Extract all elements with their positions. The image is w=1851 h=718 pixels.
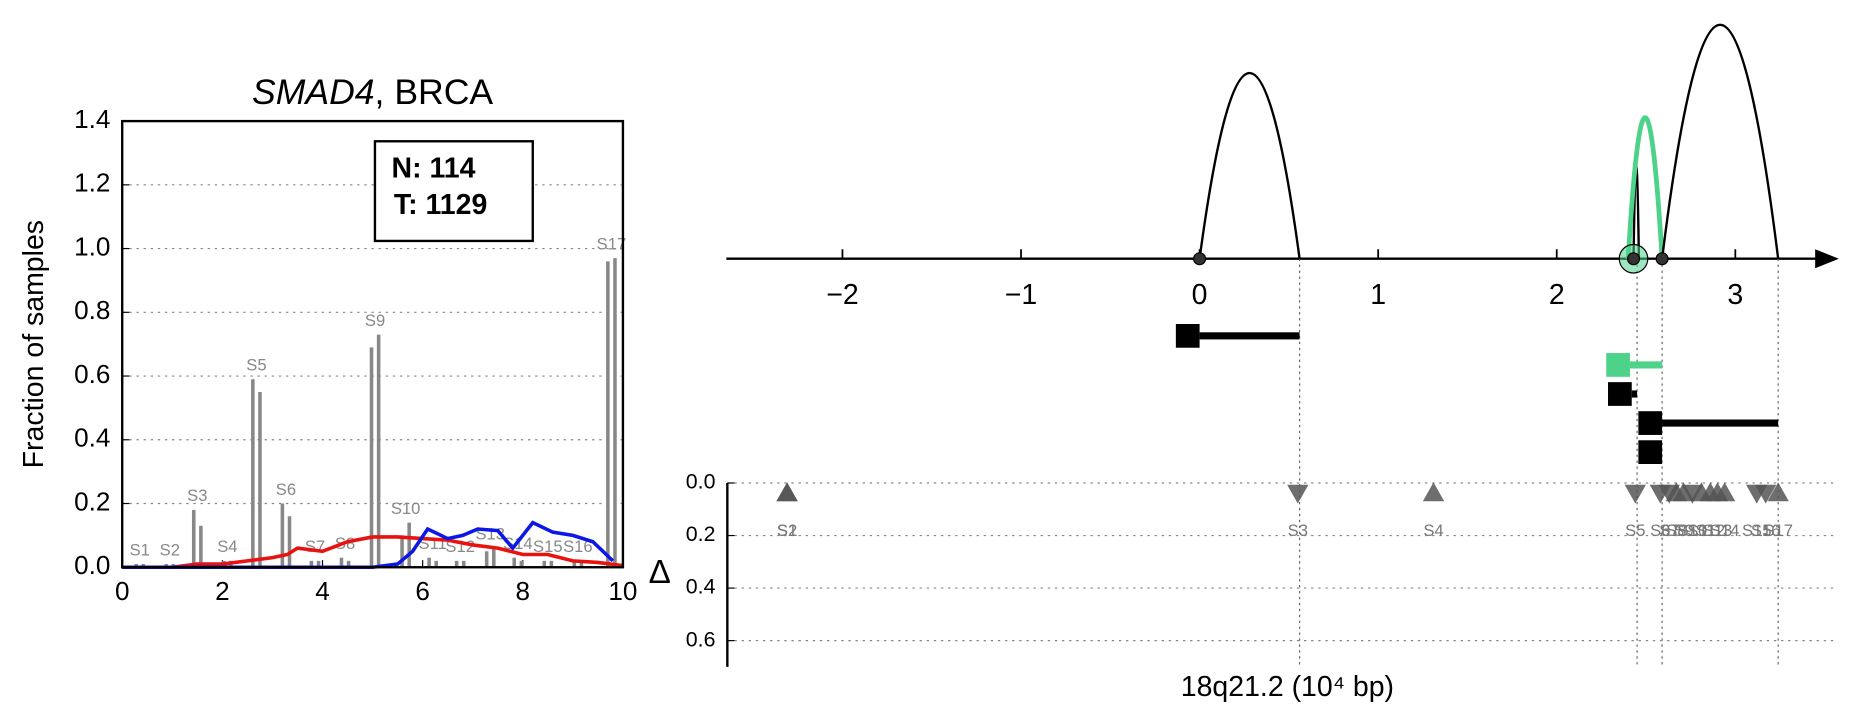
site-label: S7	[1659, 521, 1679, 540]
title-part: , BRCA	[375, 72, 494, 112]
x-tick-label: 0	[1192, 279, 1208, 311]
point	[1626, 252, 1641, 266]
site-triangle	[1767, 482, 1789, 502]
site-label: S13	[1703, 521, 1733, 540]
site-label: S4	[217, 537, 237, 556]
site-label: S14	[1710, 521, 1740, 540]
site-label: S16	[1751, 521, 1781, 540]
segment-square	[1608, 382, 1632, 406]
x-tick-label: 8	[516, 576, 531, 606]
segment-square	[1638, 440, 1663, 465]
site-label: S15	[533, 537, 563, 556]
site-label: S6	[1650, 521, 1670, 540]
x-tick-label: −2	[826, 279, 858, 311]
y-tick-label: 0.4	[686, 575, 716, 599]
x-tick-label: 6	[415, 576, 430, 606]
y-tick-label: 0.6	[74, 359, 110, 389]
arc	[1660, 23, 1780, 259]
line-series	[122, 520, 615, 570]
y-axis-label: Δ	[649, 554, 671, 591]
x-axis-label: 18q21.2 (10⁴ bp)	[1181, 671, 1394, 703]
site-label: S9	[365, 311, 385, 330]
site-label: S17	[597, 234, 627, 253]
x-tick-label: 3	[1727, 279, 1743, 311]
plot-frame	[121, 119, 625, 569]
site-triangle	[1422, 482, 1445, 502]
segment-bar	[1629, 361, 1663, 369]
site-label: S8	[1666, 521, 1686, 540]
site-label: S9	[1673, 521, 1693, 540]
site-triangle	[1754, 484, 1777, 504]
site-label: S5	[246, 356, 266, 375]
segment-bar	[1631, 390, 1638, 398]
y-tick-label: 0.2	[686, 522, 716, 546]
site-label: S10	[1678, 521, 1708, 540]
point	[1655, 252, 1669, 266]
arc	[1625, 115, 1665, 259]
x-tick-label: 2	[215, 576, 230, 606]
site-label: S10	[391, 499, 421, 518]
y-tick-label: 1.4	[74, 104, 110, 134]
x-tick-label: 4	[315, 576, 330, 606]
site-label: S17	[1763, 521, 1793, 540]
arc	[1198, 71, 1301, 259]
axis-arrow	[1815, 249, 1839, 269]
site-label: S2	[777, 521, 797, 540]
site-label: S12	[1696, 521, 1726, 540]
y-tick-label: 0.4	[74, 423, 110, 453]
segment-square	[1175, 323, 1200, 348]
line-series	[122, 535, 624, 570]
site-label: S1	[777, 521, 797, 540]
site-label: S2	[160, 540, 180, 559]
y-tick-label: 0.2	[74, 486, 110, 516]
site-triangle	[1287, 484, 1309, 504]
site-label: S11	[1687, 521, 1715, 540]
site-label: S6	[276, 480, 296, 499]
x-tick-label: −1	[1005, 279, 1037, 311]
point	[1193, 252, 1207, 266]
y-axis-label: Fraction of samples	[18, 220, 50, 468]
site-label: S4	[1423, 521, 1443, 540]
site-triangle	[1624, 484, 1646, 504]
site-label: S5	[1625, 521, 1645, 540]
annotation-box	[373, 140, 534, 243]
x-tick-label: 0	[115, 576, 130, 606]
segment-bar	[1662, 419, 1779, 427]
site-label: S16	[563, 537, 593, 556]
site-label: S7	[305, 537, 325, 556]
site-label: S3	[1288, 521, 1308, 540]
chart-title: SMAD4, BRCA	[252, 72, 493, 112]
site-triangle	[776, 482, 798, 502]
y-tick-label: 1.0	[74, 231, 110, 261]
y-tick-label: 0.0	[686, 470, 716, 494]
y-tick-label: 0.0	[74, 550, 110, 580]
x-tick-label: 1	[1370, 279, 1386, 311]
site-label: S3	[187, 486, 207, 505]
y-tick-label: 0.6	[686, 627, 716, 651]
x-tick-label: 2	[1549, 279, 1565, 311]
annotation-text: T: 1129	[394, 189, 487, 221]
y-tick-label: 0.8	[74, 295, 110, 325]
segment-square	[1606, 353, 1630, 377]
segment-square	[1638, 411, 1663, 435]
title-part: SMAD4	[252, 72, 375, 112]
site-triangle	[1713, 482, 1736, 502]
x-tick-label: 10	[608, 576, 637, 606]
y-tick-label: 1.2	[74, 168, 110, 198]
site-label: S15	[1742, 521, 1772, 540]
annotation-text: N: 114	[392, 152, 476, 184]
site-label: S1	[130, 540, 150, 559]
segment-bar	[1199, 332, 1300, 340]
